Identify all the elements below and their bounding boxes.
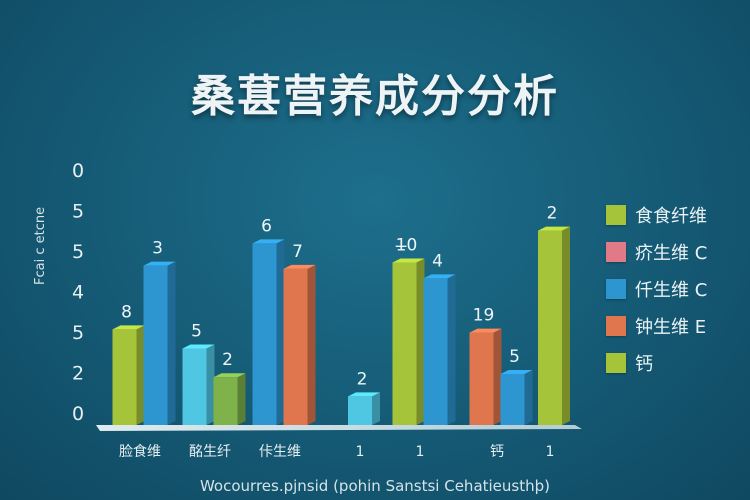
bar: 5 <box>182 322 215 425</box>
bar: 2 <box>348 369 380 425</box>
bar-front <box>182 348 207 425</box>
bar-side <box>524 370 533 425</box>
bar-top <box>112 325 145 330</box>
bar-top <box>143 261 176 266</box>
bar-value-label: 2 <box>357 369 368 389</box>
bar: 8 <box>112 302 145 425</box>
legend-label: 食食纤维 <box>635 206 707 227</box>
bar-side <box>237 373 246 425</box>
bar-front <box>538 230 562 425</box>
legend-item: 钙 <box>606 353 707 375</box>
legend-label: 钟生维 E <box>635 317 707 338</box>
bar-front <box>283 268 308 425</box>
bar-top <box>283 264 316 269</box>
x-tick-label: 1 <box>546 444 555 460</box>
bar-top <box>348 392 380 397</box>
bar-top <box>252 239 285 244</box>
y-axis: 0 2 5 4 5 5 0 <box>72 160 84 425</box>
x-axis: 脸食维 酩生纤 佧生维 1 1 钙 1 <box>96 425 582 460</box>
bar-top <box>392 258 425 263</box>
bar-value-label: 19 <box>473 306 495 326</box>
legend-swatch <box>606 279 626 299</box>
bar-side <box>276 239 285 425</box>
bar-side <box>447 274 456 425</box>
bar-side <box>416 258 425 425</box>
bar-value-label: 4 <box>432 251 443 271</box>
y-tick-label: 5 <box>72 201 84 223</box>
bar-top <box>500 370 533 374</box>
bar-side <box>372 392 380 425</box>
bar: 3 <box>143 239 176 425</box>
bar-front <box>469 332 494 425</box>
bar-front <box>143 265 168 425</box>
y-tick-label: 2 <box>72 363 84 385</box>
bar-front <box>348 396 372 425</box>
legend-item: 食食纤维 <box>606 205 707 227</box>
chart-footnote: Wocourres.pjnsid (pohin Sanstsi Cehatieu… <box>199 477 550 495</box>
x-tick-label: 脸食维 <box>119 443 161 460</box>
bar: 19 <box>469 306 502 425</box>
x-tick-label: 1 <box>356 444 365 460</box>
bar-value-label: 8 <box>121 302 132 322</box>
bar-side <box>206 344 215 425</box>
bar-value-label: 5 <box>509 347 520 367</box>
bar-front <box>213 377 238 425</box>
bar: 2 <box>213 350 246 425</box>
bar-front <box>423 278 448 425</box>
legend-label: 仟生维 C <box>635 280 708 301</box>
legend: 食食纤维疥生维 C 仟生维 C 钟生维 E 钙 <box>606 205 708 375</box>
bar-top <box>213 373 246 378</box>
y-tick-label: 4 <box>72 282 84 304</box>
bar-top <box>469 328 502 333</box>
bar-side <box>136 325 145 425</box>
y-tick-label: 5 <box>72 241 84 263</box>
x-tick-label: 酩生纤 <box>189 443 231 460</box>
bar-front <box>500 374 525 425</box>
legend-item: 仟生维 C <box>606 279 708 301</box>
bar-value-label: 2 <box>547 204 558 224</box>
y-tick-label: 0 <box>72 160 84 182</box>
bar: 2 <box>538 204 570 425</box>
bar-side <box>167 261 176 425</box>
bar: 6 <box>252 216 285 425</box>
bar-top <box>182 344 215 349</box>
y-tick-label: 0 <box>72 403 84 425</box>
y-tick-label: 5 <box>72 322 84 344</box>
bar-value-label: 6 <box>261 216 272 236</box>
bar-value-label: 5 <box>191 322 202 342</box>
bar: 1̶0 <box>392 235 425 425</box>
bar-front <box>112 329 137 425</box>
bar-value-label: 1̶0 <box>395 235 417 255</box>
bar-value-label: 3 <box>152 239 163 259</box>
bar-value-label: 2 <box>222 350 233 370</box>
bar-top <box>423 274 456 279</box>
bar-side <box>562 226 570 425</box>
legend-swatch <box>606 242 626 262</box>
legend-label: 疥生维 C <box>635 243 708 264</box>
legend-swatch <box>606 205 626 225</box>
bar-top <box>538 226 570 231</box>
bar: 5 <box>500 347 533 425</box>
x-tick-label: 佧生维 <box>259 444 301 460</box>
legend-swatch <box>606 353 626 373</box>
legend-item: 钟生维 E <box>606 316 707 338</box>
legend-swatch <box>606 316 626 336</box>
bar-front <box>252 243 277 425</box>
bar: 7 <box>283 242 316 425</box>
chart-title: 桑葚营养成分分析 <box>191 71 559 122</box>
bar-value-label: 7 <box>292 242 303 262</box>
x-axis-baseline <box>96 425 582 431</box>
x-tick-label: 钙 <box>490 444 504 460</box>
x-tick-label: 1 <box>416 444 425 460</box>
bar-side <box>493 328 502 425</box>
legend-label: 钙 <box>635 354 653 375</box>
bar: 4 <box>423 251 456 425</box>
bar-side <box>307 264 316 425</box>
legend-item: 疥生维 C <box>606 242 708 264</box>
bar-front <box>392 262 417 425</box>
